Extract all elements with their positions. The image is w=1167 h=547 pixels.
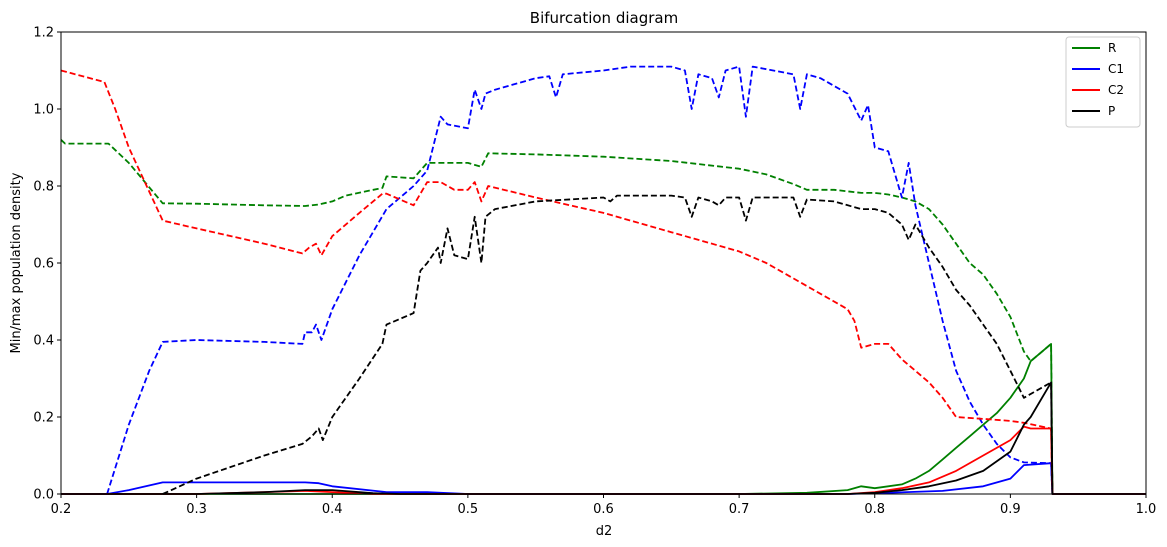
x-tick-label: 0.6	[593, 502, 614, 517]
x-tick-label: 0.3	[186, 502, 207, 517]
legend-label-p: P	[1108, 104, 1115, 118]
y-tick-label: 0.8	[33, 180, 54, 195]
y-tick-label: 0.6	[33, 257, 54, 272]
series-c1-max-line	[106, 65, 1054, 495]
y-axis: 0.0 0.2 0.4 0.6 0.8 1.0 1.2	[33, 26, 61, 503]
x-axis-label: d2	[596, 524, 613, 539]
series-r-min-line	[61, 343, 1146, 495]
series-c2-max-line	[60, 69, 1054, 495]
y-tick-label: 0.4	[33, 334, 54, 349]
y-tick-label: 1.2	[33, 26, 54, 41]
series-r-max-line	[60, 139, 1054, 495]
y-tick-label: 0.2	[33, 411, 54, 426]
y-tick-label: 1.0	[33, 103, 54, 118]
x-tick-label: 0.5	[458, 502, 479, 517]
series-c2-min-line	[61, 425, 1146, 495]
x-axis: 0.2 0.3 0.4 0.5 0.6 0.7 0.8 0.9 1.0	[51, 494, 1157, 517]
legend-label-c2: C2	[1108, 83, 1124, 97]
legend-label-c1: C1	[1108, 62, 1124, 76]
chart-title: Bifurcation diagram	[530, 9, 678, 27]
legend: R C1 C2 P	[1065, 36, 1141, 128]
x-tick-label: 0.2	[51, 502, 72, 517]
y-axis-label: Min/max population density	[9, 172, 24, 353]
series-c1-min-line	[61, 462, 1146, 495]
x-tick-label: 0.8	[864, 502, 885, 517]
x-tick-label: 0.7	[729, 502, 750, 517]
series-p-max-line	[162, 194, 1054, 495]
series-p-min-line	[61, 381, 1146, 495]
legend-frame	[1065, 36, 1141, 128]
x-tick-label: 1.0	[1136, 502, 1157, 517]
y-tick-label: 0.0	[33, 488, 54, 503]
x-tick-label: 0.4	[322, 502, 343, 517]
plot-series	[60, 65, 1146, 495]
x-tick-label: 0.9	[1000, 502, 1021, 517]
legend-label-r: R	[1108, 41, 1116, 55]
